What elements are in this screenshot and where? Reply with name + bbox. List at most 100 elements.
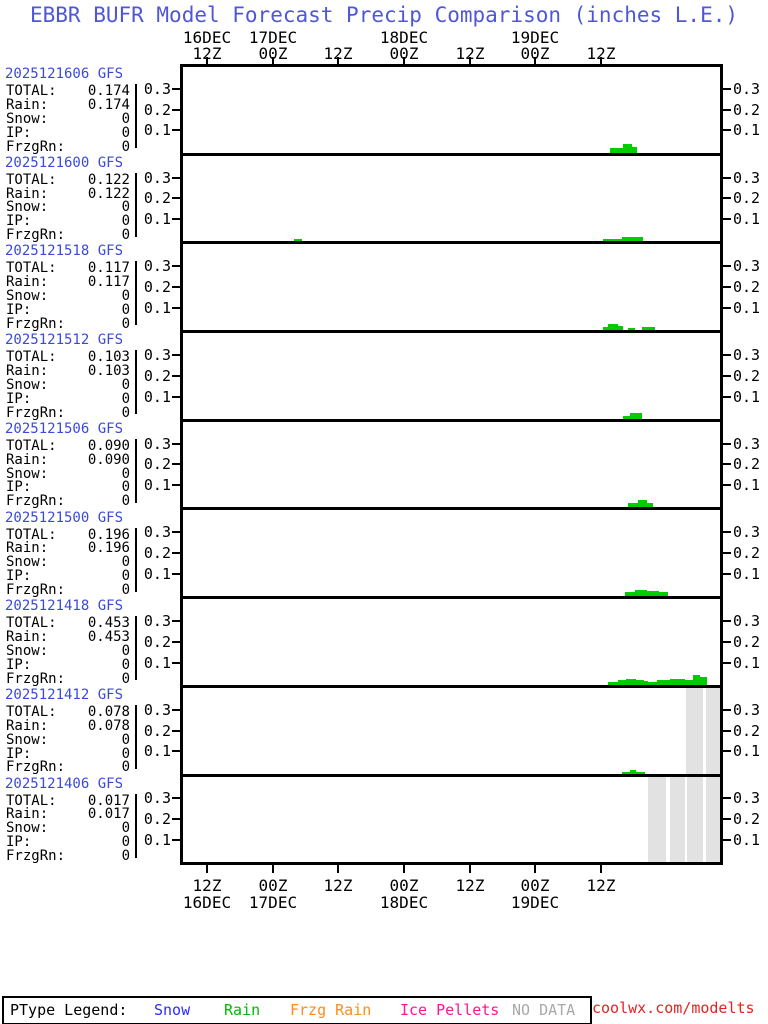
legend-item-snow: Snow: [154, 998, 190, 1022]
y-axis-label-right: 0.3: [733, 523, 760, 541]
y-axis-tick-left: [172, 641, 180, 643]
nodata-bar: [706, 777, 720, 863]
run-id-header: 2025121506 GFS: [5, 421, 123, 437]
y-axis-tick-right: [723, 109, 731, 111]
y-axis-tick-right: [723, 839, 731, 841]
ptype-legend-box: PType Legend: SnowRainFrzg RainIce Pelle…: [2, 996, 592, 1024]
y-axis-label-left: 0.1: [141, 831, 171, 849]
y-axis-label-left: 0.2: [141, 101, 171, 119]
stats-separator-line: [135, 173, 137, 237]
y-axis-label-right: 0.1: [733, 121, 760, 139]
bottom-axis-time-label: 12Z: [324, 876, 353, 895]
y-axis-tick-left: [172, 730, 180, 732]
y-axis-tick-right: [723, 531, 731, 533]
y-axis-label-right: 0.2: [733, 722, 760, 740]
nodata-bar: [687, 777, 703, 863]
y-axis-tick-right: [723, 396, 731, 398]
y-axis-tick-left: [172, 286, 180, 288]
y-axis-label-left: 0.3: [141, 435, 171, 453]
y-axis-tick-right: [723, 177, 731, 179]
y-axis-tick-left: [172, 375, 180, 377]
y-axis-label-right: 0.1: [733, 831, 760, 849]
bottom-axis-time-label: 00Z: [259, 876, 288, 895]
y-axis-label-right: 0.3: [733, 346, 760, 364]
y-axis-tick-left: [172, 839, 180, 841]
y-axis-label-left: 0.1: [141, 210, 171, 228]
bottom-axis-tick: [337, 865, 339, 873]
y-axis-label-left: 0.3: [141, 612, 171, 630]
run-id-header: 2025121600 GFS: [5, 155, 123, 171]
run-id-header: 2025121606 GFS: [5, 66, 123, 82]
y-axis-tick-left: [172, 218, 180, 220]
y-axis-tick-left: [172, 818, 180, 820]
y-axis-tick-right: [723, 443, 731, 445]
bottom-axis-time-label: 12Z: [193, 876, 222, 895]
y-axis-tick-left: [172, 797, 180, 799]
y-axis-tick-left: [172, 197, 180, 199]
stats-separator-line: [135, 616, 137, 680]
y-axis-label-right: 0.3: [733, 169, 760, 187]
legend-item-ice-pellets: Ice Pellets: [400, 998, 499, 1022]
y-axis-label-right: 0.3: [733, 701, 760, 719]
y-axis-label-left: 0.1: [141, 121, 171, 139]
top-axis-tick: [600, 57, 602, 64]
y-axis-tick-right: [723, 484, 731, 486]
bottom-axis-time-label: 12Z: [456, 876, 485, 895]
y-axis-tick-right: [723, 641, 731, 643]
y-axis-tick-right: [723, 620, 731, 622]
bottom-axis-date-label: 19DEC: [511, 893, 559, 912]
nodata-bar: [670, 777, 685, 863]
y-axis-label-left: 0.1: [141, 654, 171, 672]
run-id-header: 2025121418 GFS: [5, 598, 123, 614]
panel-row: [183, 241, 720, 330]
y-axis-label-left: 0.3: [141, 701, 171, 719]
y-axis-tick-right: [723, 463, 731, 465]
y-axis-label-right: 0.3: [733, 612, 760, 630]
bottom-axis-time-label: 12Z: [587, 876, 616, 895]
y-axis-label-left: 0.1: [141, 742, 171, 760]
chart-title: EBBR BUFR Model Forecast Precip Comparis…: [0, 3, 768, 27]
y-axis-label-right: 0.3: [733, 80, 760, 98]
panel-row: [183, 153, 720, 242]
y-axis-label-left: 0.2: [141, 722, 171, 740]
stats-separator-line: [135, 84, 137, 148]
y-axis-label-left: 0.3: [141, 346, 171, 364]
y-axis-label-left: 0.2: [141, 810, 171, 828]
y-axis-tick-left: [172, 463, 180, 465]
bottom-axis-time-label: 00Z: [521, 876, 550, 895]
stats-separator-line: [135, 261, 137, 325]
y-axis-tick-left: [172, 552, 180, 554]
y-axis-tick-left: [172, 531, 180, 533]
run-id-header: 2025121412 GFS: [5, 687, 123, 703]
legend-item-no-data: NO DATA: [512, 998, 575, 1022]
y-axis-label-right: 0.1: [733, 654, 760, 672]
precip-rain-bar: [623, 144, 632, 153]
y-axis-tick-right: [723, 354, 731, 356]
y-axis-tick-right: [723, 818, 731, 820]
nodata-bar: [686, 688, 703, 774]
y-axis-tick-left: [172, 396, 180, 398]
top-axis-tick: [534, 57, 536, 64]
y-axis-label-left: 0.3: [141, 169, 171, 187]
run-id-header: 2025121500 GFS: [5, 510, 123, 526]
bottom-axis-tick: [600, 865, 602, 873]
y-axis-tick-left: [172, 662, 180, 664]
panel-row: [183, 685, 720, 774]
y-axis-label-right: 0.3: [733, 257, 760, 275]
y-axis-tick-right: [723, 552, 731, 554]
y-axis-label-left: 0.2: [141, 189, 171, 207]
nodata-bar: [648, 777, 666, 863]
y-axis-label-right: 0.2: [733, 278, 760, 296]
legend-item-rain: Rain: [224, 998, 260, 1022]
y-axis-tick-left: [172, 129, 180, 131]
top-axis-tick: [403, 57, 405, 64]
y-axis-label-left: 0.1: [141, 565, 171, 583]
y-axis-tick-left: [172, 750, 180, 752]
y-axis-label-right: 0.2: [733, 367, 760, 385]
y-axis-label-right: 0.3: [733, 789, 760, 807]
y-axis-label-left: 0.3: [141, 80, 171, 98]
bottom-axis-tick: [534, 865, 536, 873]
y-axis-tick-right: [723, 797, 731, 799]
panel-row: [183, 596, 720, 685]
bottom-axis-date-label: 18DEC: [380, 893, 428, 912]
